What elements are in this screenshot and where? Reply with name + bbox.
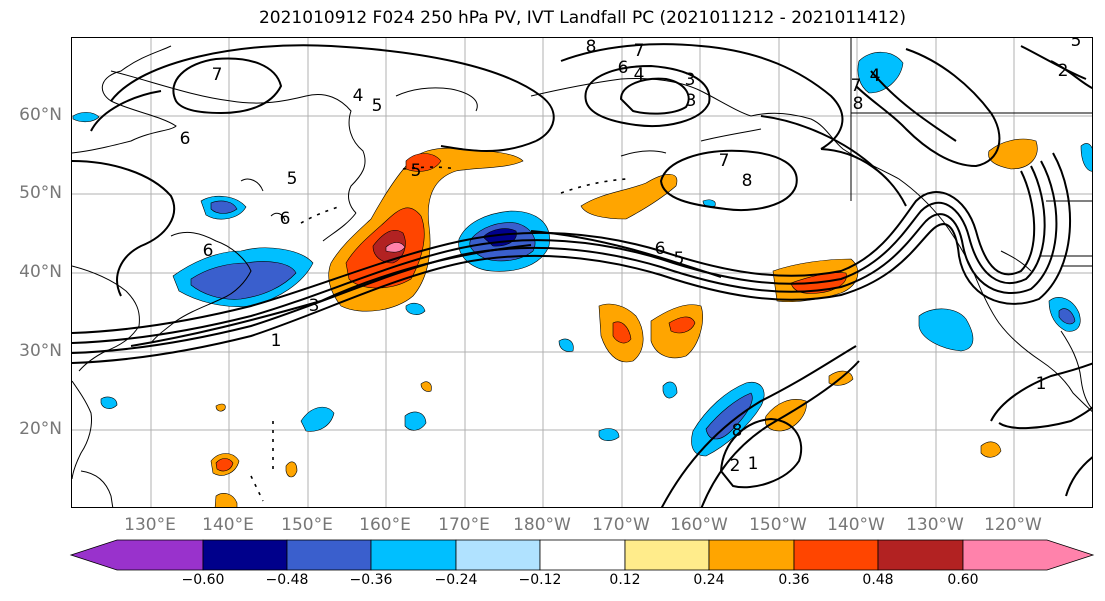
colorbar-extend-low — [69, 539, 204, 571]
colorbar-tick-label: −0.24 — [434, 572, 478, 588]
colorbar-tick-label: −0.60 — [181, 572, 225, 588]
lon-label-120w: 120°W — [984, 515, 1042, 535]
lat-label-50n: 50°N — [19, 183, 62, 203]
colorbar-tick-label: −0.48 — [265, 572, 309, 588]
contour-label: 1 — [271, 331, 282, 351]
plot-title: 2021010912 F024 250 hPa PV, IVT Landfall… — [258, 8, 906, 28]
colorbar-segment — [624, 539, 710, 571]
lat-label-40n: 40°N — [19, 262, 62, 282]
lon-label-170w: 170°W — [592, 515, 650, 535]
contour-labels: 8 7 7 5 4 3 3 4 6 5 6 6 5 3 1 7 8 8 7 4 … — [180, 38, 1082, 476]
pv-shading — [72, 51, 1092, 507]
colorbar-extend-high — [962, 539, 1095, 571]
contour-label: 2 — [730, 456, 741, 476]
lon-label-180w: 180°W — [513, 515, 571, 535]
colorbar-tick-label: 0.12 — [609, 572, 641, 588]
colorbar-segment — [455, 539, 541, 571]
contour-label: 7 — [634, 41, 645, 61]
colorbar-segment — [877, 539, 964, 571]
colorbar-segment — [708, 539, 795, 571]
contour-label: 6 — [618, 58, 629, 78]
contour-label: 5 — [287, 169, 298, 189]
coastlines — [72, 38, 1092, 507]
contour-label: 8 — [742, 171, 753, 191]
contour-label: 6 — [203, 241, 214, 261]
contour-label: 5 — [372, 96, 383, 116]
contour-label: 4 — [634, 65, 645, 85]
colorbar-tick-label: −0.36 — [349, 572, 393, 588]
colorbar-tick-label: 0.60 — [947, 572, 979, 588]
neg-anomaly-japan-core — [190, 261, 297, 300]
colorbar-segment — [539, 539, 626, 571]
map-canvas: 8 7 7 5 4 3 3 4 6 5 6 6 5 3 1 7 8 8 7 4 … — [72, 38, 1092, 507]
contour-label: 8 — [732, 421, 743, 441]
lon-label-130w: 130°W — [906, 515, 964, 535]
colorbar-segment — [370, 539, 457, 571]
contour-label: 6 — [280, 209, 291, 229]
contour-label: 1 — [1036, 374, 1047, 394]
contour-label: 3 — [685, 70, 696, 90]
lon-label-150e: 150°E — [281, 515, 333, 535]
contour-label: 7 — [212, 65, 223, 85]
lon-label-160e: 160°E — [359, 515, 411, 535]
pv-contours — [72, 43, 1092, 507]
lon-label-130e: 130°E — [124, 515, 176, 535]
contour-label: 8 — [586, 38, 597, 57]
lat-label-30n: 30°N — [19, 341, 62, 361]
contour-label: 7 — [851, 76, 862, 96]
lat-label-60n: 60°N — [19, 105, 62, 125]
map-panel[interactable]: 8 7 7 5 4 3 3 4 6 5 6 6 5 3 1 7 8 8 7 4 … — [71, 37, 1093, 508]
lon-label-150w: 150°W — [749, 515, 807, 535]
colorbar-tick-label: −0.12 — [518, 572, 562, 588]
contour-label: 6 — [655, 239, 666, 259]
contour-label: 3 — [686, 91, 697, 111]
colorbar-segment — [202, 539, 288, 571]
contour-label: 4 — [353, 86, 364, 106]
contour-label: 4 — [870, 66, 881, 86]
colorbar-segment — [286, 539, 372, 571]
contour-label: 5 — [674, 249, 685, 269]
colorbar-segments — [69, 539, 1095, 571]
contour-label: 7 — [719, 151, 730, 171]
lat-label-20n: 20°N — [19, 419, 62, 439]
colorbar-tick-label: 0.24 — [693, 572, 725, 588]
lon-label-160w: 160°W — [670, 515, 728, 535]
lon-label-140e: 140°E — [202, 515, 254, 535]
contour-label: 1 — [748, 454, 759, 474]
colorbar-tick-label: 0.36 — [778, 572, 810, 588]
contour-label: 8 — [853, 94, 864, 114]
contour-label: 6 — [180, 129, 191, 149]
contour-label: 5 — [1071, 38, 1082, 51]
colorbar-tick-label: 0.48 — [862, 572, 894, 588]
lon-label-170e: 170°E — [438, 515, 490, 535]
contour-label: 2 — [1058, 61, 1069, 81]
colorbar-segment — [793, 539, 879, 571]
lon-label-140w: 140°W — [827, 515, 885, 535]
contour-label: 5 — [411, 161, 422, 181]
contour-label: 3 — [309, 296, 320, 316]
